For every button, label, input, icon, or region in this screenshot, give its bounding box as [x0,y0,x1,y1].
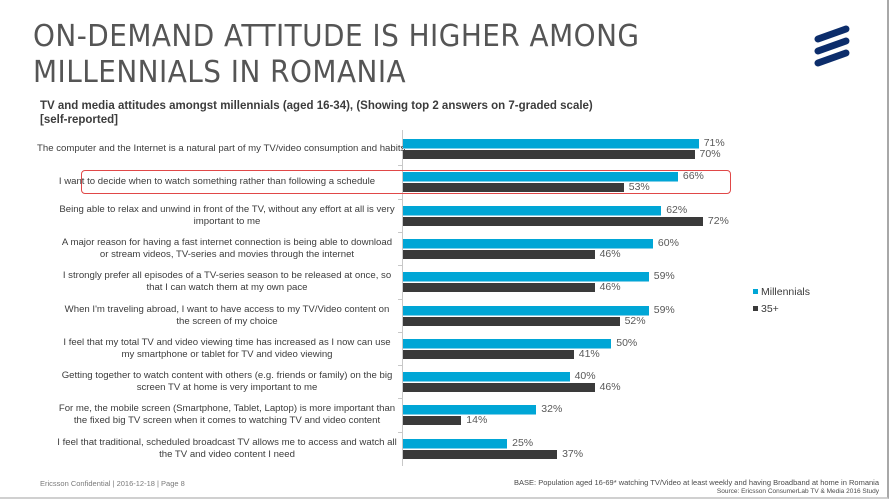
footer-confidential: Ericsson Confidential | 2016-12-18 | Pag… [40,479,185,488]
value-label-millennials: 25% [512,436,534,449]
axis-tick [398,431,402,433]
legend-item-35plus: 35+ [753,301,810,318]
legend-swatch-35plus [753,305,758,311]
axis-tick [398,231,402,233]
title-line-2: MILLENNIALS IN ROMANIA [33,55,407,90]
bar-35plus [403,349,574,359]
subtitle-line-2: [self-reported] [40,114,118,126]
bar-35plus [403,449,558,459]
bar-35plus [403,183,624,193]
value-label-35plus: 72% [707,214,729,227]
value-label-millennials: 62% [666,203,688,216]
bar-millennials [403,305,649,316]
subtitle-line-1: TV and media attitudes amongst millennia… [40,100,593,112]
value-label-millennials: 66% [682,170,704,183]
axis-tick [398,198,402,200]
bar-35plus [403,150,695,159]
bar-millennials [403,372,570,383]
legend-label-millennials: Millennials [761,286,811,298]
bar-35plus [403,316,620,326]
bar-35plus [403,216,703,226]
category-label: Getting together to watch content with o… [61,370,393,394]
bar-millennials [403,338,612,349]
value-label-35plus: 37% [562,447,584,460]
category-label: I feel that traditional, scheduled broad… [57,436,397,460]
value-label-millennials: 71% [703,137,725,149]
value-label-35plus: 46% [599,247,621,260]
bar-millennials [403,438,508,449]
axis-tick [398,398,402,400]
category-axis [402,130,403,466]
axis-tick [398,165,402,167]
bar-millennials [403,205,662,216]
value-label-millennials: 59% [653,270,675,283]
bar-35plus [403,283,595,293]
category-label: I want to decide when to watch something… [58,176,376,188]
value-label-millennials: 59% [653,303,675,316]
legend-label-35plus: 35+ [761,303,779,315]
legend-swatch-millennials [753,288,758,294]
ericsson-logo-icon [814,25,850,67]
slide-title: ON-DEMAND ATTITUDE IS HIGHER AMONG MILLE… [33,19,640,91]
bar-35plus [403,416,462,426]
value-label-millennials: 32% [541,403,563,416]
footer-source: Source: Ericsson ConsumerLab TV & Media … [716,488,879,495]
category-label: I strongly prefer all episodes of a TV-s… [62,270,392,294]
title-line-1: ON-DEMAND ATTITUDE IS HIGHER AMONG [33,19,640,54]
value-label-millennials: 60% [657,236,679,249]
bar-millennials [403,405,537,416]
value-label-35plus: 53% [628,181,650,194]
category-label: The computer and the Internet is a natur… [37,143,406,154]
axis-tick [398,265,402,267]
bar-millennials [403,272,649,283]
value-label-35plus: 14% [466,414,488,427]
bar-35plus [403,383,595,393]
value-label-35plus: 52% [624,314,646,327]
bar-millennials [403,238,653,249]
category-label: I feel that my total TV and video viewin… [63,336,391,360]
value-label-35plus: 41% [578,347,600,360]
footer-base-text: BASE: Population aged 16-69* watching TV… [514,478,879,487]
axis-tick [398,331,402,333]
category-label: For me, the mobile screen (Smartphone, T… [58,403,396,427]
legend: Millennials 35+ [753,284,810,318]
bar-millennials [403,172,678,183]
axis-tick [398,298,402,300]
value-label-35plus: 46% [599,381,621,394]
value-label-millennials: 40% [574,370,596,383]
chart-subtitle: TV and media attitudes amongst millennia… [40,99,593,127]
legend-item-millennials: Millennials [753,284,810,301]
bar-millennials [403,139,699,149]
value-label-35plus: 70% [699,148,721,160]
value-label-millennials: 50% [616,336,638,349]
category-label: A major reason for having a fast interne… [61,236,393,260]
category-label: Being able to relax and unwind in front … [59,203,395,227]
footer-base: BASE: Population aged 16-69* watching TV… [514,478,879,496]
axis-tick [398,365,402,367]
value-label-35plus: 46% [599,281,621,294]
category-label: When I'm traveling abroad, I want to hav… [64,303,390,327]
bar-35plus [403,249,595,259]
highlight-box [81,170,731,194]
